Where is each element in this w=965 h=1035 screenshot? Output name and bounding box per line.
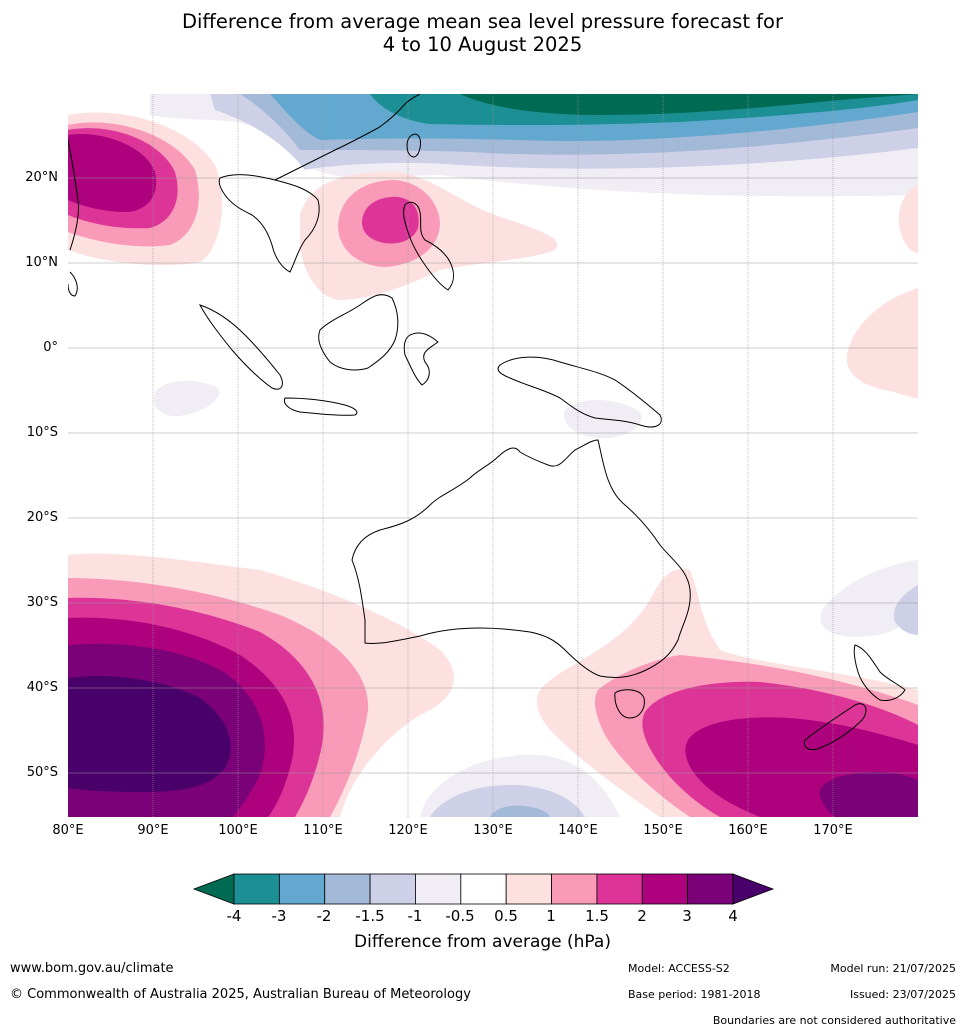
title-line-2: 4 to 10 August 2025 <box>382 33 583 56</box>
java-coastline <box>283 397 358 416</box>
positive-anomaly-pacific <box>846 288 918 398</box>
colorbar-swatch <box>505 873 552 905</box>
lat-label: 0° <box>43 340 58 355</box>
positive-anomaly-pacific <box>898 185 918 253</box>
australia-coastline <box>351 439 691 679</box>
colorbar-tick: 0.5 <box>494 907 518 925</box>
china-coastline <box>274 94 421 181</box>
sulawesi-coastline <box>403 332 439 386</box>
colorbar-swatch <box>460 873 507 905</box>
map-title: Difference from average mean sea level p… <box>0 10 965 56</box>
colorbar-swatch <box>233 873 280 905</box>
lon-label: 170°E <box>813 823 853 838</box>
philippines-coastline <box>403 201 454 291</box>
new-guinea-coastline <box>497 356 662 428</box>
lon-label: 120°E <box>388 823 428 838</box>
new-zealand-coastline <box>803 644 906 751</box>
footer-model-run: Model run: 21/07/2025 <box>830 962 956 975</box>
positive-anomaly-philippines <box>362 196 419 244</box>
positive-anomaly-bengal <box>68 134 157 212</box>
colorbar-tick: -3 <box>271 907 287 925</box>
sumatra-coastline <box>198 304 283 390</box>
footer-issued: Issued: 23/07/2025 <box>849 988 956 1001</box>
lon-label: 140°E <box>558 823 598 838</box>
lat-label: 10°S <box>26 425 58 440</box>
colorbar-swatches <box>192 873 775 905</box>
taiwan-coastline <box>406 133 421 158</box>
colorbar-swatch <box>369 873 416 905</box>
longitude-gridlines <box>152 94 834 817</box>
lon-label: 100°E <box>218 823 258 838</box>
borneo-coastline <box>318 294 399 371</box>
colorbar-swatch <box>687 873 734 905</box>
lon-label: 160°E <box>728 823 768 838</box>
colorbar-tick: -1.5 <box>355 907 385 925</box>
colorbar-swatch <box>324 873 371 905</box>
pressure-anomaly-shading <box>68 94 918 817</box>
colorbar-tick: 3 <box>682 907 692 925</box>
lat-label: 40°S <box>26 680 58 695</box>
negative-anomaly-north <box>460 94 918 115</box>
colorbar-swatch <box>641 873 689 905</box>
footer-disclaimer: Boundaries are not considered authoritat… <box>712 1014 956 1027</box>
latitude-gridlines <box>68 177 918 774</box>
lat-label: 50°S <box>26 765 58 780</box>
title-line-1: Difference from average mean sea level p… <box>182 10 783 33</box>
negative-anomaly-tasman <box>820 560 918 637</box>
colorbar-swatch <box>278 873 326 905</box>
colorbar-swatch <box>415 873 462 905</box>
lon-label: 90°E <box>137 823 169 838</box>
colorbar-tick: 1.5 <box>585 907 609 925</box>
indochina-coastline <box>218 174 320 273</box>
colorbar-tick: -1 <box>407 907 423 925</box>
positive-anomaly-indian-ocean <box>68 676 231 792</box>
footer-copyright: © Commonwealth of Australia 2025, Austra… <box>10 987 471 1002</box>
colorbar-label: Difference from average (hPa) <box>354 932 611 952</box>
india-coastline <box>68 139 79 251</box>
sri-lanka-coastline <box>68 271 78 297</box>
colorbar-tick: 2 <box>637 907 647 925</box>
lat-label: 20°S <box>26 510 58 525</box>
lat-label: 20°N <box>25 170 58 185</box>
lat-label: 30°S <box>26 595 58 610</box>
lat-label: 10°N <box>25 255 58 270</box>
colorbar-extend-low <box>192 873 235 905</box>
lon-label: 150°E <box>643 823 683 838</box>
negative-anomaly-south <box>430 785 585 817</box>
tasmania-coastline <box>614 689 645 719</box>
negative-anomaly-patch <box>153 380 220 417</box>
footer-model: Model: ACCESS-S2 <box>628 962 730 975</box>
colorbar-extend-high <box>732 873 775 905</box>
negative-anomaly-south <box>490 805 550 817</box>
negative-anomaly-tasman <box>893 585 918 635</box>
colorbar-swatch <box>596 873 643 905</box>
coastlines <box>68 94 906 751</box>
colorbar-swatch <box>551 873 598 905</box>
colorbar-tick: -2 <box>316 907 332 925</box>
colorbar-tick: -4 <box>226 907 242 925</box>
lon-label: 130°E <box>473 823 513 838</box>
positive-anomaly-tasman <box>819 772 918 817</box>
footer-url[interactable]: www.bom.gov.au/climate <box>10 961 174 976</box>
lon-label: 110°E <box>303 823 343 838</box>
colorbar-tick: 1 <box>546 907 556 925</box>
lon-label: 80°E <box>52 823 84 838</box>
footer-base-period: Base period: 1981-2018 <box>628 988 761 1001</box>
colorbar-tick: 4 <box>728 907 738 925</box>
colorbar-tick: -0.5 <box>445 907 475 925</box>
